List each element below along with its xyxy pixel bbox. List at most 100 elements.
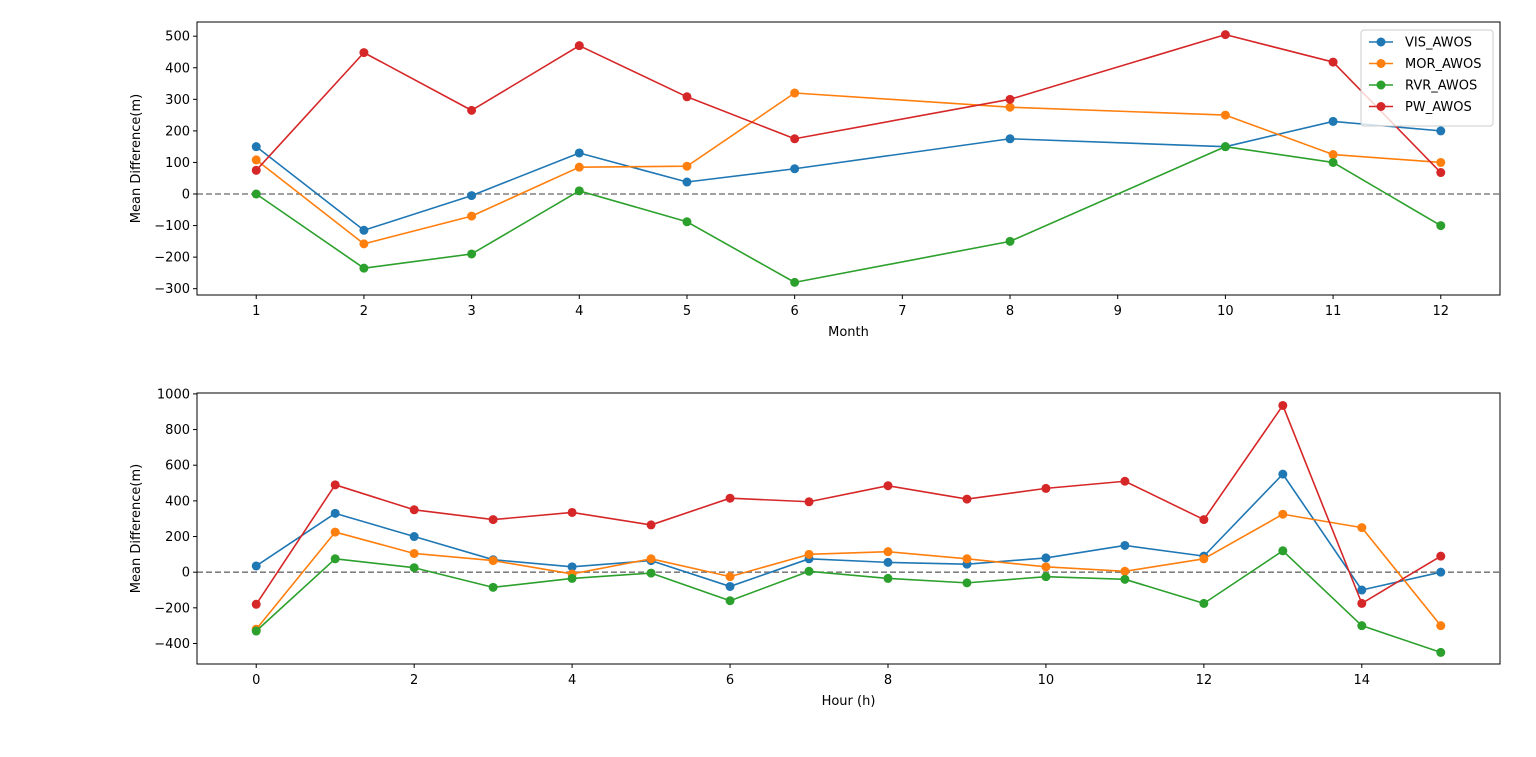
chart0-x-tick-label-12: 12 <box>1432 304 1449 319</box>
chart1-series-rvr-awos <box>251 546 1446 657</box>
chart0-point-rvr-awos-2 <box>467 249 477 259</box>
chart1-point-pw-awos-5 <box>646 520 656 530</box>
chart0-y-tick-label-200: 200 <box>165 124 190 139</box>
chart0-point-vis-awos-1 <box>359 225 369 235</box>
chart1-point-mor-awos-15 <box>1436 621 1446 631</box>
chart1-point-pw-awos-13 <box>1278 400 1288 410</box>
chart1-line-rvr-awos <box>255 549 1442 654</box>
hourly-chart-panel: 0 2 4 6 8 10 12 14 −400 −200 0 200 400 600 800 1000 Hour… <box>129 387 1501 709</box>
chart1-point-rvr-awos-1 <box>330 554 340 564</box>
chart1-point-rvr-awos-7 <box>804 566 814 576</box>
chart1-point-pw-awos-1 <box>330 480 340 490</box>
chart0-point-vis-awos-4 <box>682 177 692 187</box>
chart0-y-tick-label--200: −200 <box>154 251 190 266</box>
chart1-point-vis-awos-4 <box>567 562 577 572</box>
chart1-point-pw-awos-10 <box>1041 483 1051 493</box>
chart1-y-tick-label-200: 200 <box>165 530 190 545</box>
chart0-point-rvr-awos-8 <box>1328 157 1338 167</box>
chart1-point-pw-awos-15 <box>1436 551 1446 561</box>
legend-entry-pw-awos: PW_AWOS <box>1369 100 1472 115</box>
chart1-point-pw-awos-2 <box>409 505 419 515</box>
chart1-point-pw-awos-6 <box>725 493 735 503</box>
chart0-x-tick-label-7: 7 <box>898 304 906 319</box>
chart0-point-vis-awos-5 <box>790 164 800 174</box>
legend-marker-rvr-awos <box>1376 80 1386 90</box>
monthly-chart-panel: 1 2 3 4 5 6 7 8 9 10 11 12−300−200−1000100200300400… <box>129 21 1501 340</box>
chart0-point-mor-awos-1 <box>359 239 369 249</box>
chart1-point-rvr-awos-6 <box>725 596 735 606</box>
chart1-y-axis-label: Mean Difference(m) <box>129 464 144 593</box>
chart0-point-vis-awos-2 <box>467 191 477 201</box>
legend: VIS_AWOS MOR_AWOS RVR_AWOS PW_AWOS <box>1360 29 1494 127</box>
chart0-x-tick-label-4: 4 <box>575 304 583 319</box>
chart1-y-tick-label-800: 800 <box>165 423 190 438</box>
chart1-point-vis-awos-11 <box>1120 540 1130 550</box>
chart0-point-vis-awos-3 <box>574 148 584 158</box>
chart0-point-pw-awos-5 <box>790 134 800 144</box>
chart1-point-vis-awos-15 <box>1436 567 1446 577</box>
chart0-series-rvr-awos <box>251 142 1446 287</box>
legend-label-vis-awos: VIS_AWOS <box>1405 36 1472 51</box>
chart0-x-tick-label-2: 2 <box>360 304 368 319</box>
chart0-point-rvr-awos-9 <box>1436 221 1446 231</box>
chart0-point-mor-awos-2 <box>467 211 477 221</box>
chart1-point-rvr-awos-11 <box>1120 574 1130 584</box>
chart0-point-rvr-awos-1 <box>359 263 369 273</box>
legend-marker-mor-awos <box>1376 59 1386 68</box>
chart0-point-rvr-awos-7 <box>1220 142 1230 152</box>
chart1-x-tick-label-8: 8 <box>884 673 892 688</box>
chart1-point-mor-awos-12 <box>1199 554 1209 564</box>
legend-entry-vis-awos: VIS_AWOS <box>1369 36 1472 51</box>
chart1-point-rvr-awos-3 <box>488 582 498 592</box>
chart0-point-rvr-awos-4 <box>682 217 692 227</box>
chart1-point-mor-awos-10 <box>1041 562 1051 572</box>
chart0-axes-frame <box>196 21 1501 296</box>
chart0-x-tick-label-9: 9 <box>1114 304 1122 319</box>
legend-label-mor-awos: MOR_AWOS <box>1405 57 1482 72</box>
chart1-x-tick-label-10: 10 <box>1038 673 1055 688</box>
chart1-point-mor-awos-9 <box>962 554 972 564</box>
chart1-point-rvr-awos-14 <box>1357 621 1367 631</box>
chart1-point-rvr-awos-10 <box>1041 572 1051 582</box>
chart0-x-tick-label-5: 5 <box>683 304 691 319</box>
chart1-series-vis-awos <box>251 469 1446 595</box>
chart1-x-tick-label-0: 0 <box>252 673 260 688</box>
chart1-point-rvr-awos-4 <box>567 573 577 583</box>
chart0-y-tick-label-100: 100 <box>165 156 190 171</box>
chart1-point-mor-awos-14 <box>1357 523 1367 533</box>
chart1-point-rvr-awos-15 <box>1436 647 1446 657</box>
chart1-y-tick-label-600: 600 <box>165 459 190 474</box>
chart1-y-tick-label--400: −400 <box>154 637 190 652</box>
chart0-x-tick-label-6: 6 <box>791 304 799 319</box>
chart0-x-tick-label-11: 11 <box>1325 304 1342 319</box>
chart0-y-tick-label-300: 300 <box>165 93 190 108</box>
chart1-point-pw-awos-11 <box>1120 476 1130 486</box>
legend-entry-rvr-awos: RVR_AWOS <box>1369 79 1477 94</box>
chart1-x-tick-label-4: 4 <box>568 673 576 688</box>
chart0-point-pw-awos-4 <box>682 92 692 102</box>
chart0-point-pw-awos-1 <box>359 48 369 58</box>
chart0-y-tick-label--300: −300 <box>154 282 190 297</box>
chart1-point-rvr-awos-13 <box>1278 546 1288 556</box>
chart0-point-pw-awos-8 <box>1328 57 1338 67</box>
chart0-x-tick-label-3: 3 <box>467 304 475 319</box>
chart1-point-pw-awos-12 <box>1199 515 1209 525</box>
chart1-point-pw-awos-0 <box>251 599 261 609</box>
chart1-point-mor-awos-8 <box>883 547 893 557</box>
chart1-line-mor-awos <box>255 513 1442 630</box>
chart1-line-pw-awos <box>255 404 1442 605</box>
chart1-point-pw-awos-14 <box>1357 598 1367 608</box>
chart1-point-mor-awos-5 <box>646 554 656 564</box>
chart1-point-pw-awos-7 <box>804 497 814 507</box>
chart0-point-pw-awos-3 <box>574 41 584 51</box>
chart0-point-vis-awos-9 <box>1436 126 1446 136</box>
chart0-x-tick-label-10: 10 <box>1217 304 1234 319</box>
chart1-point-pw-awos-9 <box>962 494 972 504</box>
chart0-point-vis-awos-0 <box>251 142 261 152</box>
chart1-axes-frame <box>196 392 1501 665</box>
chart0-line-vis-awos <box>255 120 1441 232</box>
chart0-x-tick-label-1: 1 <box>252 304 260 319</box>
chart1-y-tick-label-400: 400 <box>165 494 190 509</box>
chart1-point-pw-awos-8 <box>883 481 893 491</box>
chart1-point-vis-awos-2 <box>409 532 419 542</box>
